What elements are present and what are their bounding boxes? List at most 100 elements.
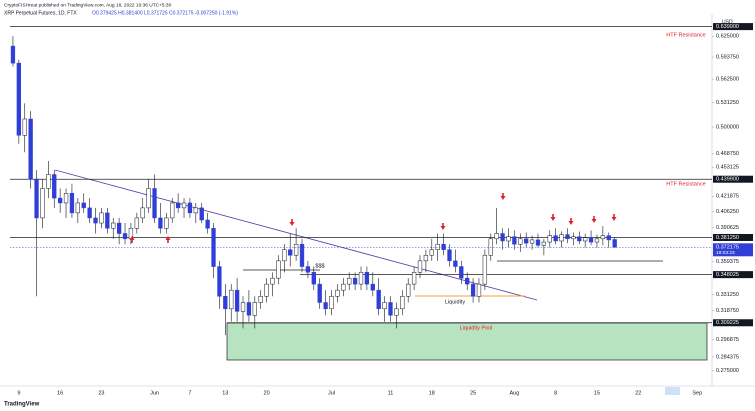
y-tick-label: 0.390625: [716, 225, 739, 231]
candle-body: [75, 202, 80, 214]
y-tick-label: 0.625000: [716, 34, 739, 40]
candle-body: [152, 188, 157, 219]
candle-body: [223, 296, 228, 310]
y-tick-label: 0.562500: [716, 77, 739, 83]
candle-body: [594, 238, 600, 243]
currency: USD: [722, 19, 733, 25]
candle-body: [382, 302, 387, 310]
candle-body: [459, 266, 464, 279]
y-tick-label: 0.296875: [716, 337, 739, 343]
candle-body: [22, 118, 27, 136]
y-tick-label: 0.500000: [716, 125, 739, 131]
candle-body: [140, 207, 145, 219]
candle-body: [541, 241, 547, 246]
candle-body: [476, 283, 482, 297]
y-tick-label: 0.421875: [716, 194, 739, 200]
candle-body: [87, 207, 92, 219]
candle-body: [453, 260, 458, 267]
candle-body: [63, 192, 69, 204]
candle-body: [311, 272, 316, 285]
level-badge: [713, 23, 753, 31]
x-tick-label: 20: [264, 390, 270, 396]
candle-body: [588, 237, 594, 243]
x-tick-label: Sep: [692, 390, 702, 396]
candle-body: [600, 235, 606, 240]
candle-body: [612, 239, 617, 248]
candle-body: [164, 217, 169, 229]
candle-body: [535, 239, 541, 246]
candle-body: [40, 188, 45, 219]
candle-body: [335, 289, 340, 297]
candle-body: [529, 239, 535, 244]
y-tick-label: 0.359375: [716, 259, 739, 265]
candle-body: [181, 202, 187, 209]
candle-body: [482, 254, 488, 285]
signal-arrow: [165, 236, 171, 243]
level-badge: [713, 319, 753, 327]
candle-body: [577, 236, 582, 242]
candle-body: [565, 234, 570, 240]
liquidity-pool-label: Liquidity Pool: [460, 325, 493, 331]
bsl-label: $$$: [315, 263, 324, 269]
level-label: 0.639900: [716, 24, 739, 30]
signal-arrow: [611, 214, 617, 221]
candle-body: [512, 236, 517, 245]
y-tick-label: 0.593750: [716, 55, 739, 61]
liquidity-pool-zone: [226, 322, 708, 361]
logo: TradingView: [4, 402, 40, 408]
signal-arrow: [591, 216, 597, 223]
candle-body: [276, 260, 281, 279]
candle-body: [323, 302, 328, 310]
candle-body: [299, 243, 305, 267]
candle-body: [305, 266, 311, 273]
x-tick-label: 15: [594, 390, 600, 396]
x-tick-label: Jul: [328, 390, 335, 396]
x-tick-label: Jun: [150, 390, 159, 396]
candle-body: [134, 217, 139, 229]
candle-body: [81, 202, 86, 209]
last-price-badge: [713, 243, 753, 257]
candle-body: [240, 302, 246, 312]
candle-body: [270, 277, 275, 285]
y-tick-label: 0.318750: [716, 308, 739, 314]
candle-body: [417, 260, 423, 273]
x-tick-label: 13: [222, 390, 228, 396]
candle-body: [388, 302, 393, 316]
candle-body: [400, 296, 405, 310]
candle-body: [370, 283, 375, 291]
candle-body: [329, 296, 334, 310]
y-tick-label: 0.331250: [716, 292, 739, 298]
x-tick-label: 11: [388, 390, 394, 396]
candle-body: [488, 238, 493, 256]
level-label: 0.439900: [716, 177, 739, 183]
signal-arrow: [440, 223, 446, 230]
signal-arrow: [129, 236, 135, 243]
level-label: 0.381250: [716, 235, 739, 241]
candle-body: [34, 178, 39, 219]
ohlc: O0.379425 H0.381400 L0.371725 C0.372175 …: [92, 10, 238, 16]
y-tick-label: 0.531250: [716, 100, 739, 106]
candle-body: [518, 238, 523, 245]
candle-body: [553, 235, 558, 242]
candle-body: [606, 235, 611, 241]
candle-body: [317, 283, 322, 303]
candle-body: [559, 234, 564, 242]
x-tick-label: 9: [17, 390, 20, 396]
future-range-marker: [665, 387, 680, 395]
candle-body: [376, 289, 381, 310]
level-label: 0.348025: [716, 272, 739, 278]
candle-body: [358, 272, 364, 285]
candle-body: [406, 283, 411, 297]
candle-body: [394, 308, 399, 316]
candle-body: [341, 283, 346, 291]
candle-body: [264, 283, 269, 297]
x-tick-label: 22: [635, 390, 641, 396]
candle-body: [571, 236, 576, 240]
x-tick-label: 7: [188, 390, 191, 396]
y-tick-label: 0.275000: [716, 368, 739, 374]
countdown: 19:03:23: [716, 250, 735, 256]
candle-body: [205, 219, 210, 229]
htf-label: HTF Resistance: [666, 181, 705, 187]
candle-body: [69, 192, 75, 214]
